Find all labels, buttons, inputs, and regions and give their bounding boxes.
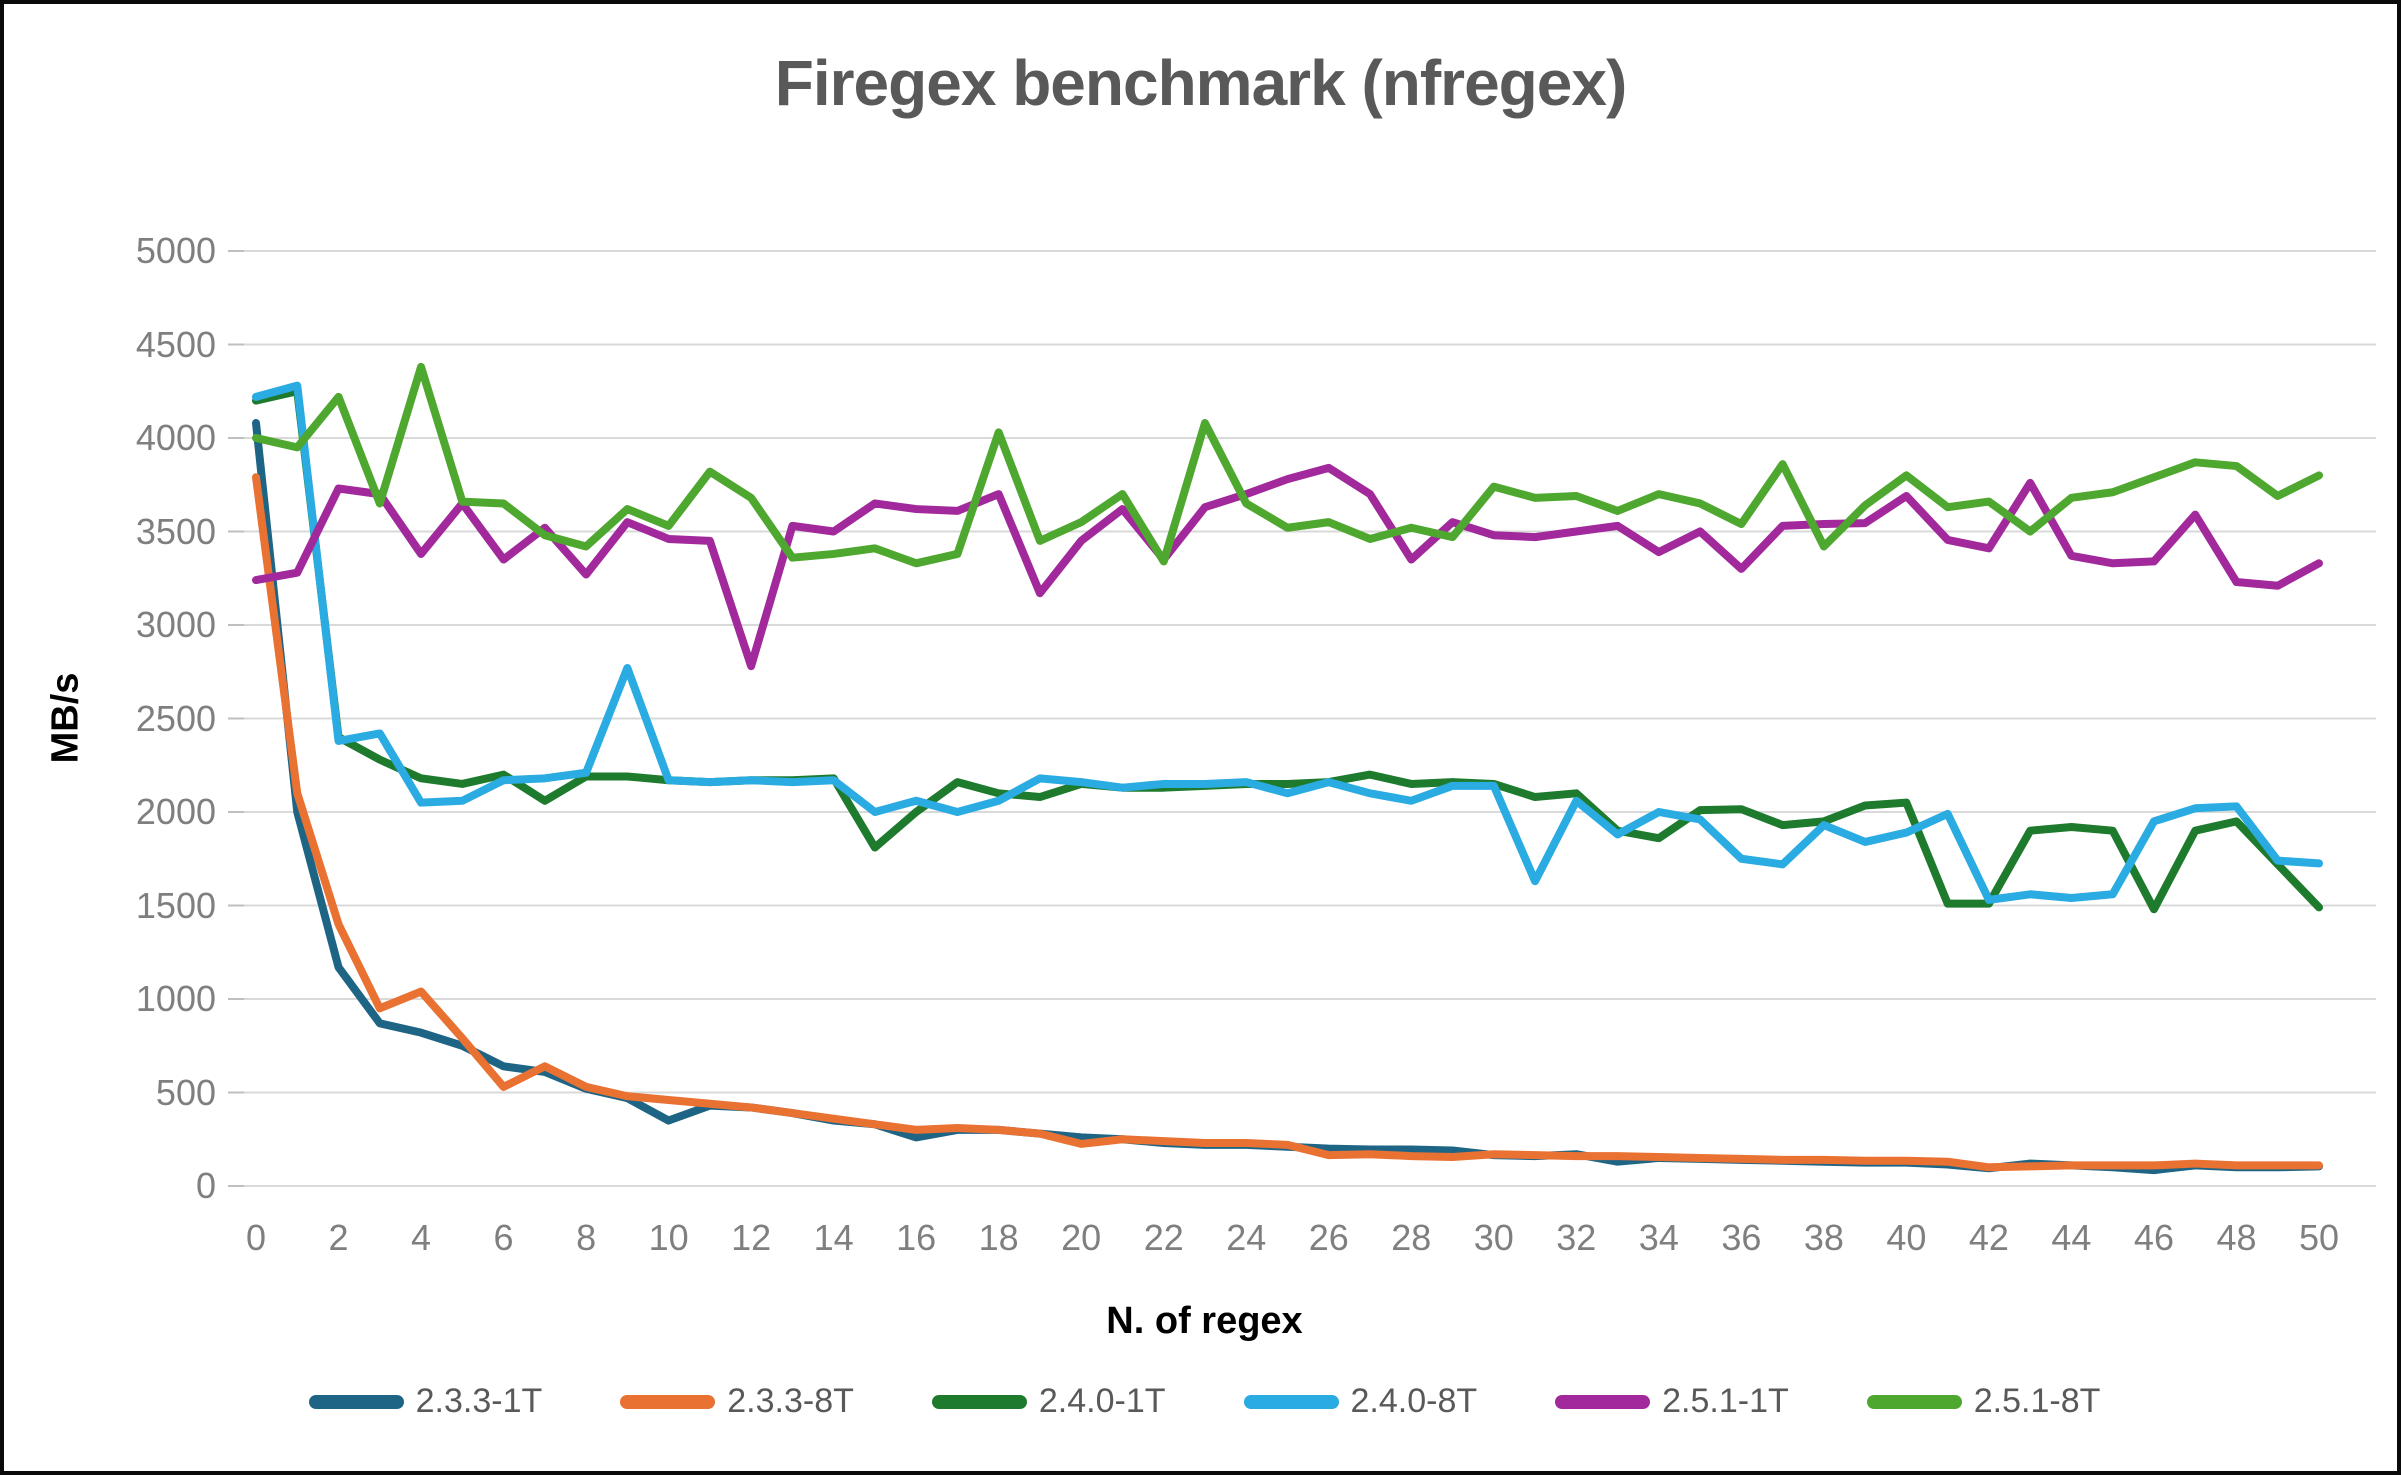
legend-label: 2.3.3-8T bbox=[727, 1382, 854, 1420]
series-line-2-5-1-1t bbox=[252, 463, 2323, 671]
x-tick-label: 8 bbox=[576, 1217, 597, 1258]
legend-item-2-3-3-1t: 2.3.3-1T bbox=[308, 1382, 543, 1421]
x-tick-label: 18 bbox=[978, 1217, 1019, 1258]
x-tick-label: 34 bbox=[1638, 1217, 1679, 1258]
x-tick-label: 50 bbox=[2298, 1217, 2340, 1258]
x-tick-label: 32 bbox=[1556, 1217, 1597, 1258]
legend-swatch-icon bbox=[931, 1394, 1027, 1409]
plot-area bbox=[228, 250, 2376, 1187]
legend-swatch-icon bbox=[1866, 1394, 1962, 1409]
x-tick-label: 28 bbox=[1391, 1217, 1432, 1258]
y-tick-label: 0 bbox=[195, 1165, 216, 1206]
x-tick-label: 40 bbox=[1886, 1217, 1927, 1258]
y-tick-label: 2000 bbox=[135, 791, 216, 832]
legend-label: 2.4.0-1T bbox=[1038, 1382, 1166, 1420]
y-tick-label: 5000 bbox=[135, 230, 216, 271]
x-tick-label: 0 bbox=[245, 1217, 267, 1258]
x-tick-label: 36 bbox=[1721, 1217, 1762, 1258]
x-tick-label: 14 bbox=[813, 1217, 854, 1258]
y-tick-label: 1000 bbox=[135, 978, 216, 1019]
legend-swatch-icon bbox=[1243, 1394, 1339, 1409]
x-tick-label: 44 bbox=[2051, 1217, 2092, 1258]
legend-item-2-4-0-1t: 2.4.0-1T bbox=[931, 1382, 1166, 1421]
x-tick-label: 6 bbox=[493, 1217, 514, 1258]
x-tick-label: 24 bbox=[1226, 1217, 1267, 1258]
legend-label: 2.3.3-1T bbox=[415, 1382, 543, 1420]
x-tick-label: 22 bbox=[1143, 1217, 1184, 1258]
y-axis-title: MB/s bbox=[44, 672, 87, 764]
y-tick-label: 2500 bbox=[135, 697, 216, 739]
x-tick-label: 26 bbox=[1308, 1217, 1349, 1258]
series-line-2-4-0-8t bbox=[252, 381, 2323, 904]
y-tick-label: 4000 bbox=[135, 417, 216, 458]
series-line-2-4-0-1t bbox=[252, 387, 2323, 914]
legend-label: 2.5.1-8T bbox=[1973, 1382, 2101, 1420]
legend-swatch-icon bbox=[308, 1394, 404, 1409]
legend-label: 2.5.1-1T bbox=[1662, 1382, 1789, 1420]
y-tick-label: 3500 bbox=[135, 510, 216, 552]
y-tick-label: 1500 bbox=[135, 884, 216, 926]
x-tick-label: 12 bbox=[731, 1217, 772, 1258]
y-tick-label: 500 bbox=[155, 1071, 216, 1113]
legend-swatch-icon bbox=[620, 1394, 716, 1409]
legend-item-2-4-0-8t: 2.4.0-8T bbox=[1243, 1382, 1478, 1421]
x-tick-label: 4 bbox=[411, 1217, 432, 1258]
legend-item-2-5-1-8t: 2.5.1-8T bbox=[1866, 1382, 2101, 1421]
x-tick-label: 30 bbox=[1473, 1217, 1514, 1258]
series-line-2-3-3-8t bbox=[252, 473, 2323, 1172]
x-axis-title: N. of regex bbox=[1106, 1300, 1303, 1342]
y-tick-label: 4500 bbox=[135, 323, 216, 365]
legend-swatch-icon bbox=[1555, 1394, 1651, 1409]
x-tick-label: 20 bbox=[1061, 1217, 1102, 1258]
x-tick-label: 42 bbox=[1968, 1217, 2009, 1258]
series-line-2-5-1-8t bbox=[252, 362, 2323, 568]
legend-item-2-3-3-8t: 2.3.3-8T bbox=[620, 1382, 854, 1421]
legend-item-2-5-1-1t: 2.5.1-1T bbox=[1555, 1382, 1789, 1421]
x-tick-label: 46 bbox=[2133, 1217, 2174, 1258]
x-tick-label: 2 bbox=[328, 1217, 349, 1258]
x-tick-label: 48 bbox=[2216, 1217, 2257, 1258]
y-tick-label: 3000 bbox=[135, 604, 216, 645]
x-tick-label: 10 bbox=[648, 1217, 689, 1258]
x-tick-label: 16 bbox=[896, 1217, 937, 1258]
x-tick-label: 38 bbox=[1803, 1217, 1844, 1258]
chart-title: Firegex benchmark (nfregex) bbox=[774, 47, 1628, 119]
legend: 2.3.3-1T 2.3.3-8T 2.4.0-1T 2.4.0-8T 2.5.1-1T… bbox=[4, 1382, 2397, 1421]
legend-label: 2.4.0-8T bbox=[1350, 1382, 1478, 1420]
